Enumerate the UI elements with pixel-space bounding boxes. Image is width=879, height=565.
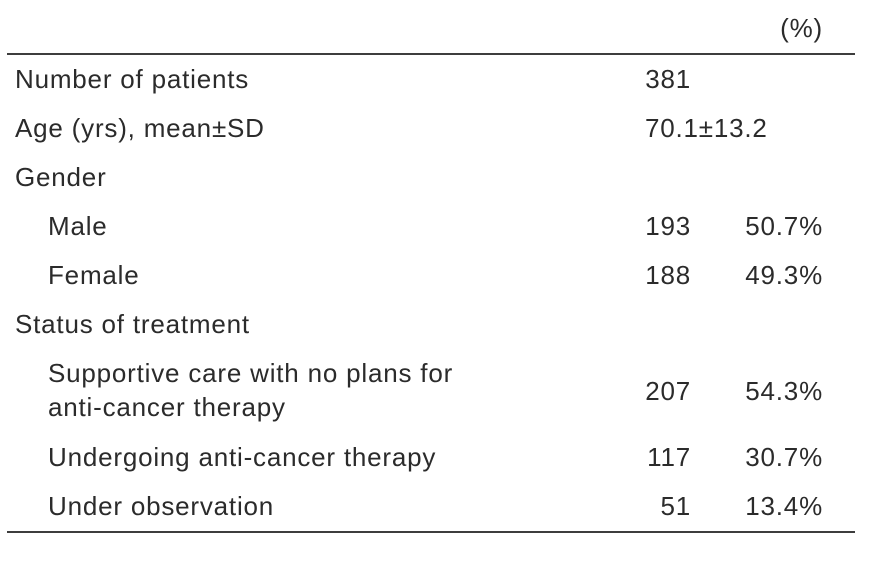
row-label: Supportive care with no plans for anti-c… <box>48 358 454 422</box>
row-label: Female <box>48 259 140 290</box>
table-row-under-observation: Under observation 51 13.4% <box>7 482 855 531</box>
table-row-male: Male 193 50.7% <box>7 202 855 251</box>
row-count: 188 <box>645 260 691 290</box>
table-row-female: Female 188 49.3% <box>7 251 855 300</box>
row-label: Number of patients <box>15 63 250 94</box>
row-percent: 54.3% <box>745 375 823 406</box>
row-count: 381 <box>645 64 691 94</box>
row-percent: 13.4% <box>745 491 823 521</box>
row-percent: 50.7% <box>745 211 823 241</box>
row-count: 70.1±13.2 <box>645 113 768 143</box>
table-row-age: Age (yrs), mean±SD 70.1±13.2 <box>7 104 855 153</box>
row-label: Male <box>48 210 108 241</box>
row-label: Age (yrs), mean±SD <box>15 112 265 143</box>
section-label: Status of treatment <box>15 308 250 339</box>
row-percent: 49.3% <box>745 260 823 290</box>
section-label: Gender <box>15 161 107 192</box>
table-header-row: (%) <box>7 0 855 53</box>
table-row-number-of-patients: Number of patients 381 <box>7 55 855 104</box>
table-section-row-gender: Gender <box>7 153 855 202</box>
table-body: Number of patients 381 Age (yrs), mean±S… <box>7 53 855 533</box>
percent-column-header: (%) <box>780 13 823 43</box>
row-count: 117 <box>647 442 691 472</box>
table-row-supportive-care: Supportive care with no plans for anti-c… <box>7 349 855 433</box>
patient-characteristics-table: (%) Number of patients 381 Age (yrs), me… <box>7 0 855 533</box>
row-label: Under observation <box>48 490 275 521</box>
row-count: 51 <box>660 491 691 521</box>
row-count: 193 <box>645 211 691 241</box>
table-row-undergoing-therapy: Undergoing anti-cancer therapy 117 30.7% <box>7 433 855 482</box>
row-percent: 30.7% <box>745 442 823 472</box>
table-section-row-status-of-treatment: Status of treatment <box>7 300 855 349</box>
row-label: Undergoing anti-cancer therapy <box>48 441 437 472</box>
row-count: 207 <box>645 375 691 406</box>
